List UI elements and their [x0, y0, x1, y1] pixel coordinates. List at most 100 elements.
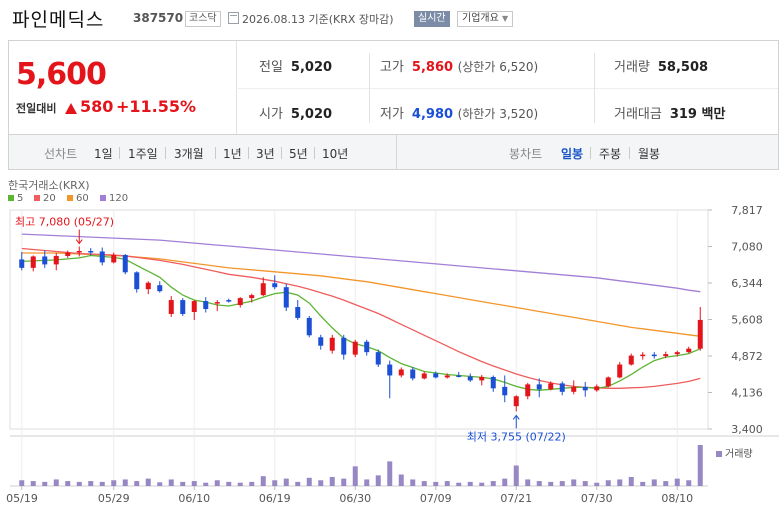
volume-bar [30, 481, 36, 486]
tab-daily[interactable]: 일봉 [561, 147, 584, 161]
candlesticks [19, 246, 703, 412]
tab-1w[interactable]: 1주일 [128, 147, 158, 161]
company-info-dropdown[interactable]: 기업개요 ▼ [457, 11, 514, 27]
candle-body [249, 295, 255, 299]
volume-bar [536, 481, 542, 486]
chevron-down-icon: ▼ [502, 14, 509, 23]
candle-body [352, 341, 358, 355]
candle-body [318, 337, 324, 346]
volume-bar [53, 479, 59, 486]
candle-body [617, 364, 623, 378]
volume-bar [226, 481, 232, 486]
volume-bar [42, 481, 48, 486]
tab-3y[interactable]: 3년 [256, 147, 275, 161]
volume-bar [674, 478, 680, 486]
low-price: 저가 4,980 (하한가 3,520) [380, 103, 538, 122]
volume-bar [306, 477, 312, 486]
candle-body [628, 355, 634, 365]
tab-5y[interactable]: 5년 [289, 147, 308, 161]
x-tick-label: 05/19 [6, 492, 38, 505]
volume-bar [272, 480, 278, 486]
volume-bar [145, 478, 151, 486]
period-divider [396, 135, 397, 169]
tab-1y[interactable]: 1년 [223, 147, 242, 161]
tab-10y[interactable]: 10년 [322, 147, 349, 161]
tab-separator [215, 147, 216, 159]
candle-body [502, 386, 508, 396]
tab-monthly[interactable]: 월봉 [638, 147, 661, 161]
candle-body [387, 364, 393, 376]
candle-body [145, 282, 151, 290]
candle-body [168, 300, 174, 314]
low-value: 4,980 [411, 107, 454, 122]
candle-body [76, 251, 82, 253]
candle-body [651, 354, 657, 357]
candle-body [226, 300, 232, 302]
y-tick-label: 4,872 [731, 350, 763, 363]
candle-body [19, 259, 25, 268]
candle-body [421, 373, 427, 379]
open-value: 5,020 [290, 107, 333, 122]
tab-weekly[interactable]: 주봉 [599, 147, 622, 161]
candle-body [548, 383, 554, 390]
candle-body [88, 251, 94, 253]
candle-body [456, 375, 462, 377]
volume-bar [375, 475, 381, 486]
line-chart-label: 선차트 [44, 147, 78, 161]
candle-body [203, 301, 209, 310]
volume-bar [651, 479, 657, 486]
prev-close-label: 전일 [259, 60, 283, 75]
candle-body [272, 283, 278, 288]
candle-body [295, 307, 301, 318]
volume-bar [134, 481, 140, 486]
chart-grid [9, 209, 779, 487]
change-percent: +11.55% [116, 97, 197, 116]
y-tick-label: 6,344 [731, 277, 763, 290]
x-tick-label: 06/19 [259, 492, 291, 505]
candle-body [433, 373, 439, 378]
volume-bar [364, 479, 370, 486]
change-amount: 580 [80, 97, 114, 116]
upper-limit: (상한가 6,520) [457, 60, 539, 74]
candle-body [99, 251, 105, 263]
volume-label: 거래량 [614, 60, 650, 75]
low-annotation: 최저 3,755 (07/22) [467, 430, 566, 443]
tab-3m[interactable]: 3개월 [174, 147, 204, 161]
tab-1d[interactable]: 1일 [94, 147, 113, 161]
x-tick-label: 06/30 [339, 492, 371, 505]
candle-body [398, 369, 404, 376]
candle-body [594, 386, 600, 391]
realtime-button[interactable]: 실시간 [414, 11, 450, 27]
volume-bar [525, 479, 531, 486]
candle-body [306, 317, 312, 336]
candle-body [214, 302, 220, 304]
volume-bar [571, 479, 577, 486]
x-tick-label: 08/10 [661, 492, 693, 505]
volume-bar [444, 481, 450, 486]
high-price: 고가 5,860 (상한가 6,520) [380, 56, 538, 75]
legend-swatch-ma60 [67, 195, 73, 201]
volume-bar [329, 476, 335, 486]
volume: 거래량 58,508 [614, 56, 708, 75]
candle-body [571, 386, 577, 392]
candle-body [122, 254, 128, 273]
volume-bar [191, 481, 197, 486]
volume-bar [76, 481, 82, 486]
legend-label-ma5: 5 [17, 193, 23, 204]
candle-body [260, 283, 266, 296]
high-annotation: 최고 7,080 (05/27) [15, 216, 114, 229]
y-tick-label: 3,400 [731, 423, 763, 436]
candle-body [65, 252, 71, 256]
tab-separator [629, 147, 630, 159]
market-badge: 코스닥 [185, 11, 221, 27]
volume-bar [421, 481, 427, 486]
y-axis: 7,817 7,080 6,344 5,608 4,872 4,136 3,400 [708, 204, 763, 436]
volume-bar [387, 461, 393, 486]
candle-body [341, 337, 347, 355]
trade-amount: 거래대금 319 백만 [614, 103, 725, 122]
x-tick-label: 07/21 [500, 492, 532, 505]
volume-bar [99, 481, 105, 486]
candle-chart-label: 봉차트 [509, 147, 543, 161]
volume-bar [203, 482, 209, 486]
stock-code: 387570 [133, 11, 184, 25]
